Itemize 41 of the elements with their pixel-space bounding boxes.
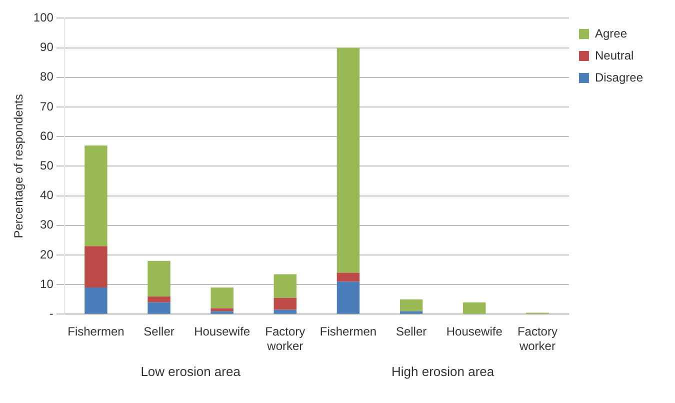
x-tick-label: Fishermen — [68, 324, 124, 339]
text: Low erosion area — [140, 364, 242, 380]
y-tick-label: 20 — [40, 247, 54, 262]
y-tick-label: 100 — [33, 10, 54, 25]
bar — [336, 272, 360, 282]
bar — [463, 302, 486, 314]
legend-label: Agree — [594, 26, 628, 40]
y-tick-label: 30 — [40, 218, 54, 232]
x-tick-label: Factory worker — [517, 324, 558, 354]
text: High erosion area — [392, 364, 495, 380]
bar — [84, 288, 108, 314]
bar — [274, 274, 297, 298]
bar — [210, 311, 234, 314]
y-tick-label: - — [49, 306, 54, 321]
x-tick-label: Housewife — [194, 324, 250, 339]
x-tick-label: Fishermen — [320, 324, 377, 339]
bar — [84, 145, 108, 246]
bar — [400, 299, 423, 312]
y-tick-label: 60 — [40, 128, 54, 143]
bar — [148, 296, 170, 302]
x-tick-label: Seller — [144, 324, 174, 339]
bar — [336, 282, 360, 314]
bar — [148, 302, 170, 314]
y-axis-title: Percentage of respondents — [12, 94, 26, 238]
bar — [210, 288, 234, 308]
bar — [148, 260, 170, 296]
bar — [336, 48, 360, 273]
bar — [84, 246, 108, 288]
bar — [274, 298, 297, 310]
y-tick-label: 70 — [40, 99, 54, 114]
x-tick-label: Seller — [396, 324, 427, 339]
legend-label: Disagree — [594, 70, 644, 84]
x-tick-label: Housewife — [446, 324, 503, 339]
y-tick-label: 80 — [40, 70, 54, 84]
x-tick-label: Factory worker — [265, 324, 306, 354]
y-tick-label: 10 — [40, 276, 54, 291]
y-tick-label: 90 — [40, 40, 54, 54]
y-tick-label: 40 — [40, 188, 54, 202]
legend-label: Neutral — [594, 48, 634, 62]
y-tick-label: 50 — [40, 158, 54, 173]
bar — [400, 311, 423, 314]
